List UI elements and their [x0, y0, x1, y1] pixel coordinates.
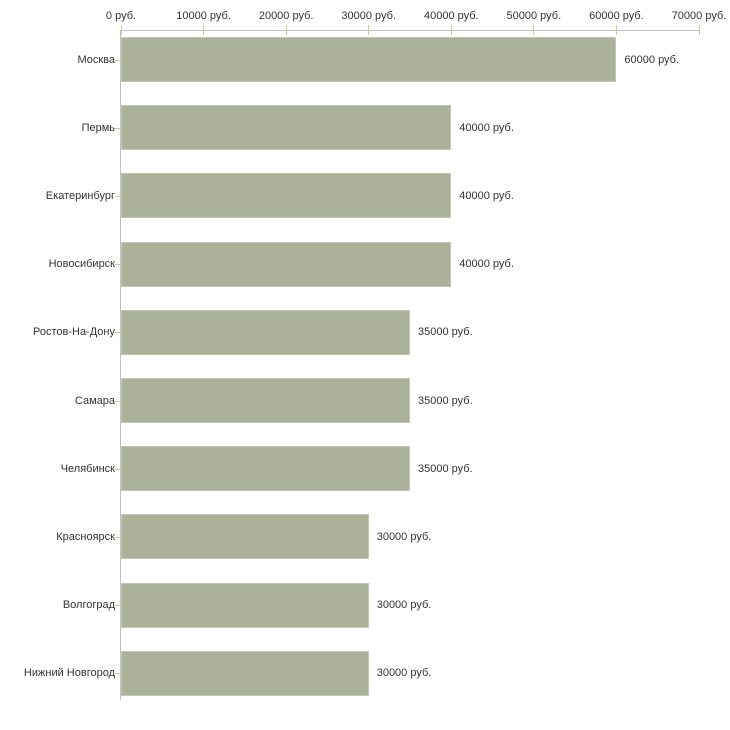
category-label: Челябинск [60, 462, 115, 475]
y-axis-tick-mark [115, 468, 120, 470]
x-axis-tick-label: 10000 руб. [176, 10, 231, 22]
bar [121, 514, 369, 560]
category-label: Нижний Новгород [23, 667, 115, 680]
value-label: 30000 руб. [376, 667, 432, 680]
bar [121, 309, 410, 355]
x-axis-tick-mark [615, 25, 617, 35]
x-axis-line [120, 30, 699, 31]
y-axis-tick-mark [115, 264, 120, 266]
value-label: 40000 руб. [459, 189, 514, 202]
category-label: Новосибирск [48, 258, 115, 271]
value-label: 35000 руб. [418, 462, 473, 475]
bar [121, 105, 452, 151]
value-label: 30000 руб. [376, 530, 432, 543]
value-label: 35000 руб. [418, 326, 473, 339]
y-axis-tick-mark [115, 127, 120, 129]
value-label: 30000 руб. [376, 599, 432, 612]
x-axis-tick-label: 0 руб. [105, 10, 137, 22]
category-label: Самара [74, 394, 115, 407]
bar [121, 241, 452, 287]
category-label: Ростов-На-Дону [32, 326, 115, 339]
x-axis-tick-mark [698, 25, 700, 35]
category-label: Волгоград [62, 599, 115, 612]
bar [121, 37, 617, 82]
category-label: Москва [77, 53, 115, 66]
category-label: Красноярск [56, 530, 115, 543]
x-axis-tick-label: 20000 руб. [258, 10, 314, 22]
x-axis-tick-label: 50000 руб. [506, 10, 562, 22]
y-axis-tick-mark [115, 605, 120, 607]
x-axis-tick-label: 40000 руб. [423, 10, 479, 22]
bar [121, 173, 452, 219]
y-axis-tick-mark [115, 332, 120, 334]
x-axis-tick-mark [450, 25, 452, 35]
y-axis-tick-mark [115, 195, 120, 197]
y-axis-tick-mark [115, 400, 120, 402]
bar [121, 650, 369, 696]
x-axis-tick-mark [203, 25, 205, 35]
category-label: Екатеринбург [45, 189, 115, 202]
y-axis-tick-mark [115, 536, 120, 538]
value-label: 35000 руб. [418, 394, 473, 407]
value-label: 40000 руб. [459, 258, 514, 271]
value-label: 40000 руб. [459, 121, 514, 134]
value-label: 60000 руб. [624, 53, 680, 66]
bar [121, 446, 410, 492]
y-axis-tick-mark [115, 673, 120, 675]
x-axis-tick-mark [368, 25, 370, 35]
x-axis-tick-label: 30000 руб. [341, 10, 397, 22]
y-axis-tick-mark [115, 59, 120, 61]
category-label: Пермь [81, 121, 115, 134]
bar [121, 378, 410, 423]
x-axis-tick-mark [120, 25, 122, 35]
x-axis-tick-mark [533, 25, 535, 35]
x-axis-tick-mark [285, 25, 287, 35]
bar [121, 582, 369, 628]
y-axis-line [120, 30, 121, 700]
x-axis-tick-label: 70000 руб. [671, 10, 727, 22]
x-axis-tick-label: 60000 руб. [589, 10, 644, 22]
